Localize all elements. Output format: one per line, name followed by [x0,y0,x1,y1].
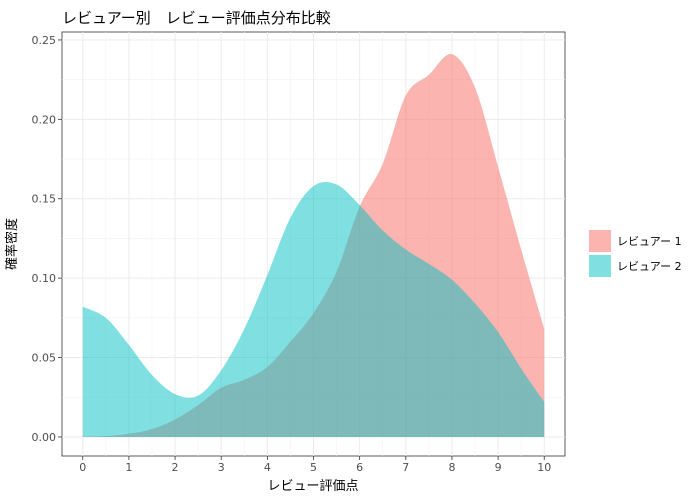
y-tick-label: 0.15 [32,193,57,206]
legend-label-series-2: レビュアー 2 [617,260,682,273]
legend-key-series-2 [589,255,611,277]
x-tick-label: 9 [495,461,502,474]
legend: レビュアー 1 レビュアー 2 [589,230,682,277]
chart-title: レビュアー別 レビュー評価点分布比較 [62,9,331,27]
density-area-series-2 [82,181,545,437]
y-axis-title: 確率密度 [4,218,20,270]
x-axis: 0 1 2 3 4 5 6 7 8 9 10 [79,456,551,474]
x-tick-label: 2 [172,461,179,474]
x-tick-label: 7 [402,461,409,474]
legend-label-series-1: レビュアー 1 [617,235,682,248]
y-tick-label: 0.00 [32,431,57,444]
y-tick-label: 0.20 [32,113,57,126]
x-tick-label: 0 [79,461,86,474]
x-tick-label: 4 [264,461,271,474]
x-axis-title: レビュー評価点 [267,479,358,494]
legend-key-series-1 [589,230,611,252]
density-areas [82,54,545,437]
y-tick-label: 0.25 [32,34,57,47]
x-tick-label: 8 [448,461,455,474]
x-tick-label: 6 [356,461,363,474]
x-tick-label: 1 [125,461,132,474]
x-tick-label: 5 [310,461,317,474]
x-tick-label: 3 [218,461,225,474]
y-axis: 0.00 0.05 0.10 0.15 0.20 0.25 [32,34,62,444]
y-tick-label: 0.05 [32,352,57,365]
y-tick-label: 0.10 [32,272,57,285]
x-tick-label: 10 [537,461,551,474]
